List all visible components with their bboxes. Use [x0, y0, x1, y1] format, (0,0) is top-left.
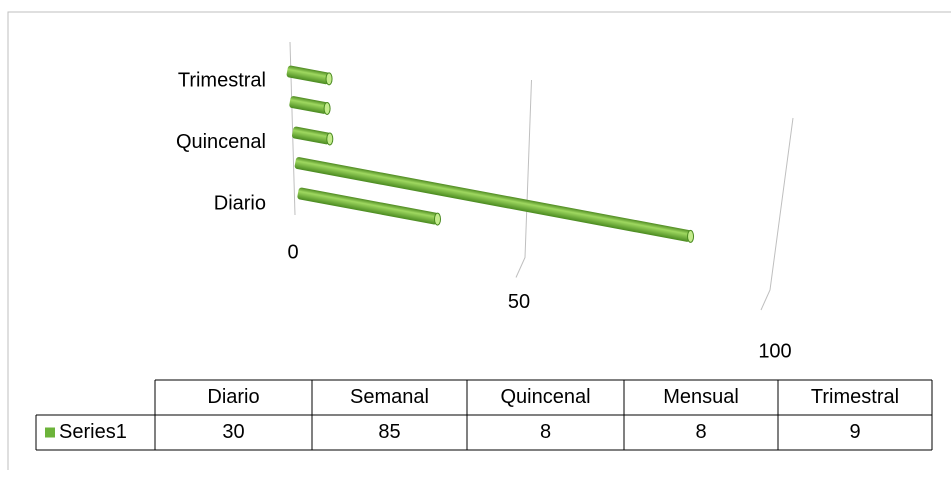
- bar: [289, 96, 331, 115]
- x-tick-label: 50: [508, 291, 530, 313]
- table-header: Mensual: [663, 386, 739, 408]
- table-value: 85: [378, 421, 400, 443]
- legend-label: Series1: [59, 421, 127, 443]
- table-header: Diario: [207, 386, 259, 408]
- table-value: 8: [695, 421, 706, 443]
- table-value: 8: [540, 421, 551, 443]
- table-header: Quincenal: [500, 386, 590, 408]
- chart-border: [7, 11, 951, 470]
- grid-line: [515, 79, 532, 278]
- table-header: Trimestral: [811, 386, 899, 408]
- table-value: 30: [222, 421, 244, 443]
- x-tick-label: 0: [287, 241, 298, 263]
- bar: [286, 65, 333, 86]
- bar: [291, 126, 334, 146]
- grid-line: [760, 117, 794, 311]
- legend-swatch: [45, 427, 55, 438]
- bar: [294, 157, 695, 243]
- y-tick-label: Diario: [214, 192, 266, 214]
- table-header: Semanal: [350, 386, 429, 408]
- y-tick-label: Quincenal: [176, 131, 266, 153]
- y-tick-label: Trimestral: [178, 69, 266, 91]
- x-tick-label: 100: [758, 340, 791, 362]
- table-value: 9: [849, 421, 860, 443]
- bar: [297, 187, 441, 226]
